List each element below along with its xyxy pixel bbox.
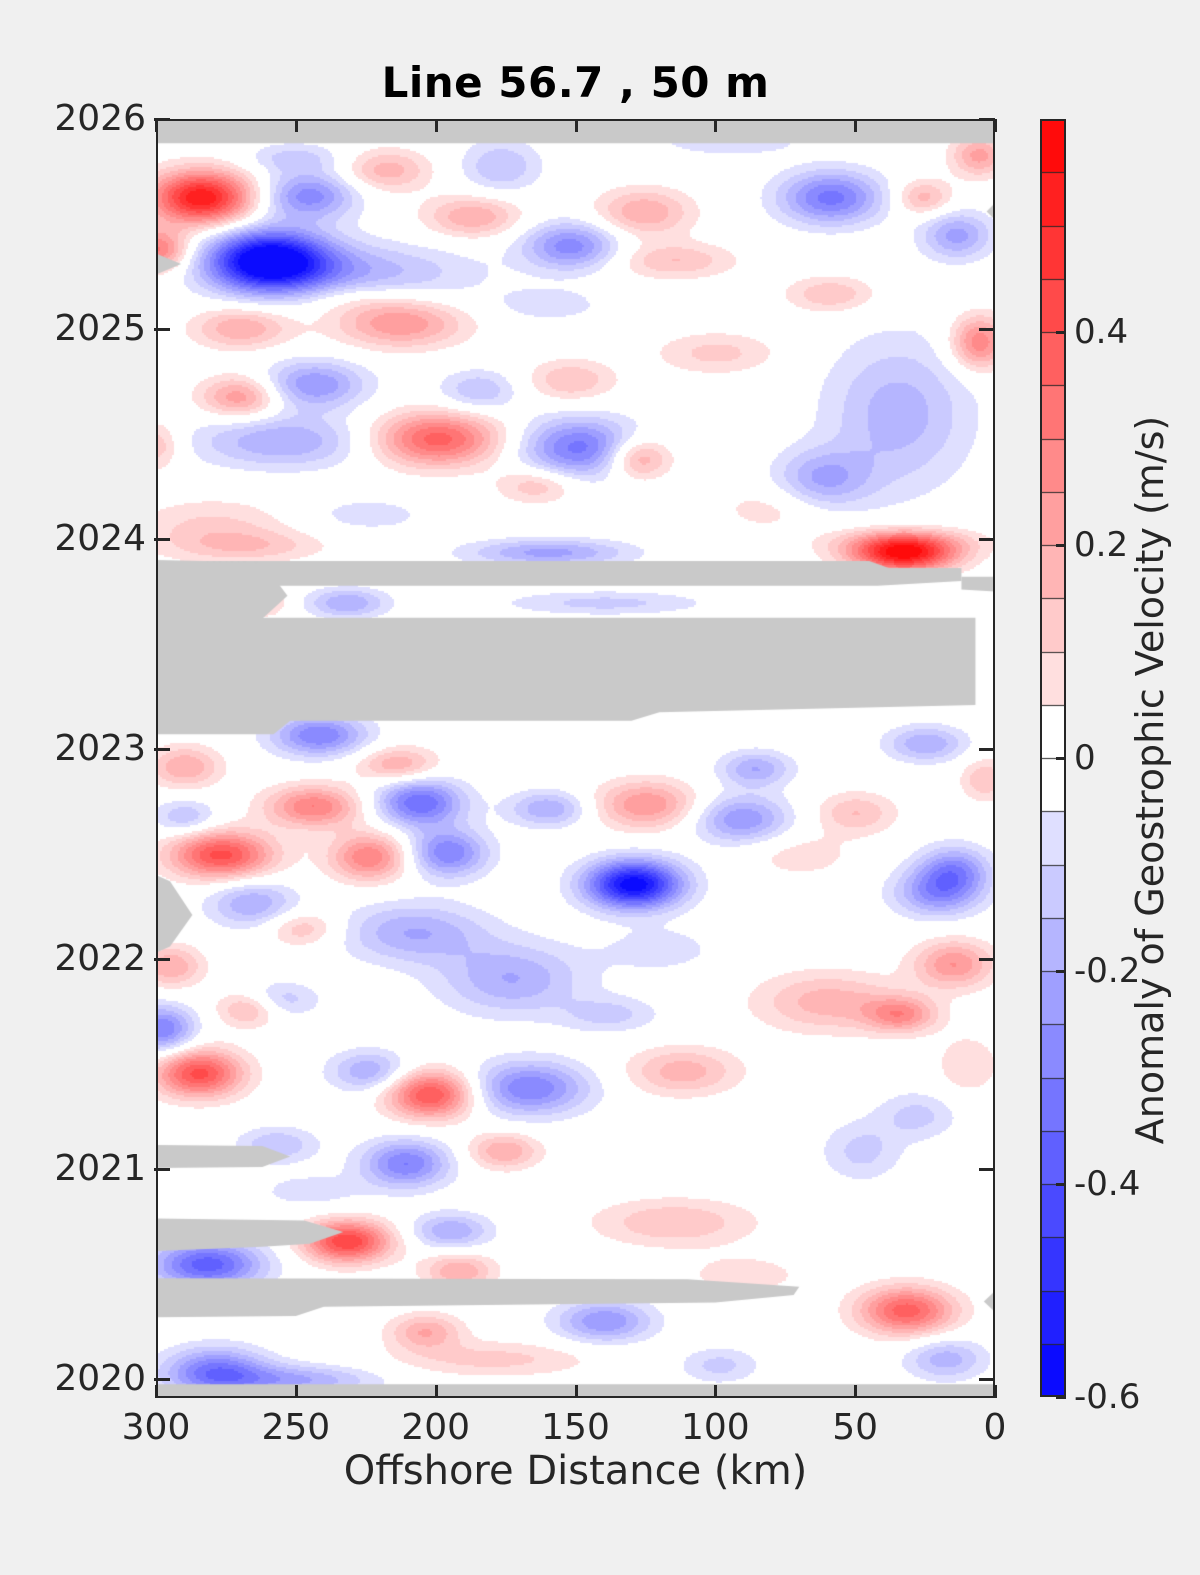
x-tick-label: 100 — [680, 1407, 750, 1448]
x-axis-label: Offshore Distance (km) — [343, 1448, 808, 1494]
x-tick-label: 300 — [121, 1407, 191, 1448]
colorbar-tick-label: -0.6 — [1074, 1377, 1141, 1417]
y-tick-label: 2026 — [54, 98, 146, 139]
x-tick-label: 150 — [541, 1407, 610, 1448]
x-tick-label: 200 — [401, 1407, 471, 1448]
y-tick-label: 2022 — [54, 938, 146, 980]
chart-title: Line 56.7 , 50 m — [381, 58, 770, 107]
colorbar-tick-label: 0.2 — [1074, 525, 1129, 565]
x-tick-label: 0 — [983, 1407, 1007, 1448]
colorbar-canvas — [1040, 119, 1066, 1397]
colorbar-tick-label: 0.4 — [1074, 312, 1129, 352]
y-tick-label: 2021 — [54, 1148, 146, 1190]
colorbar-label: Anomaly of Geostrophic Velocity (m/s) — [1128, 415, 1172, 1145]
y-tick-label: 2023 — [54, 728, 146, 770]
y-tick-label: 2024 — [54, 518, 146, 560]
y-tick-label: 2020 — [54, 1358, 146, 1400]
x-tick-label: 250 — [261, 1407, 331, 1448]
colorbar-tick-label: 0 — [1074, 738, 1096, 778]
hovmoller-field-canvas — [156, 119, 995, 1398]
x-tick-label: 50 — [832, 1407, 879, 1448]
y-tick-label: 2025 — [54, 308, 146, 350]
colorbar-tick-label: -0.4 — [1074, 1164, 1141, 1204]
